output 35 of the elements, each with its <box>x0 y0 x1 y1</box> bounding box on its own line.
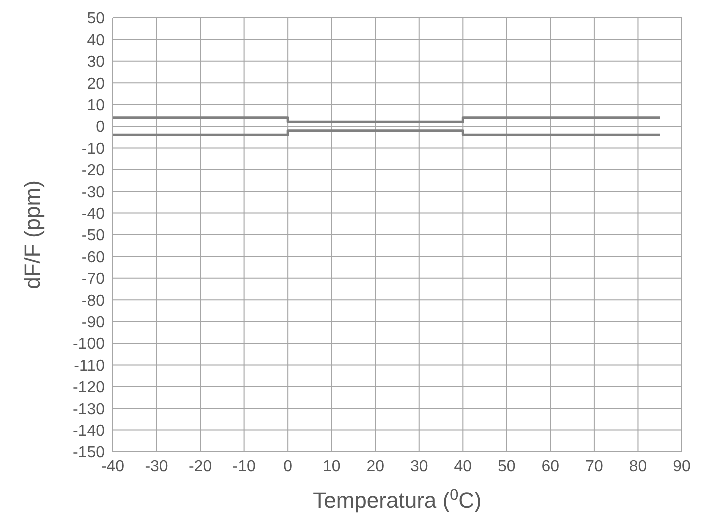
y-tick-label: -30 <box>82 184 106 202</box>
x-tick-label: -10 <box>232 458 256 476</box>
y-tick-label: 10 <box>87 97 106 114</box>
x-tick-label: 70 <box>586 458 604 476</box>
y-tick-label: -90 <box>82 314 106 332</box>
y-tick-label: -10 <box>82 140 106 158</box>
y-tick-label: -80 <box>82 292 106 310</box>
y-tick-label: 20 <box>87 76 106 93</box>
y-tick-label: -50 <box>82 228 106 245</box>
y-tick-label: 50 <box>87 10 106 28</box>
x-tick-label: -20 <box>188 458 212 476</box>
x-tick-label: 10 <box>322 458 341 476</box>
x-tick-label: 50 <box>498 458 516 476</box>
y-tick-label: -100 <box>72 336 106 354</box>
y-tick-label: -70 <box>82 271 106 288</box>
y-tick-label: -40 <box>82 206 106 223</box>
x-tick-label: 60 <box>542 458 560 476</box>
y-tick-label: 0 <box>96 119 106 136</box>
y-tick-label: 30 <box>87 54 106 72</box>
x-tick-label: -30 <box>145 458 168 476</box>
x-tick-label: 20 <box>366 458 385 476</box>
y-tick-label: -20 <box>82 162 106 180</box>
y-tick-label: -130 <box>72 401 106 418</box>
y-tick-label: -120 <box>72 380 106 397</box>
y-tick-label: -140 <box>72 422 106 440</box>
x-tick-label: 90 <box>673 458 691 476</box>
y-axis-title: dF/F (ppm) <box>20 180 45 290</box>
x-tick-label: 30 <box>410 458 428 476</box>
x-tick-label: 0 <box>284 458 293 476</box>
y-tick-label: -60 <box>82 249 106 266</box>
x-axis-title: Temperatura ($^{0}$C) <box>313 486 482 513</box>
y-tick-label: 40 <box>87 32 106 50</box>
x-tick-label: 40 <box>454 458 472 476</box>
y-tick-label: -110 <box>74 358 106 375</box>
x-tick-label: 80 <box>629 458 648 476</box>
